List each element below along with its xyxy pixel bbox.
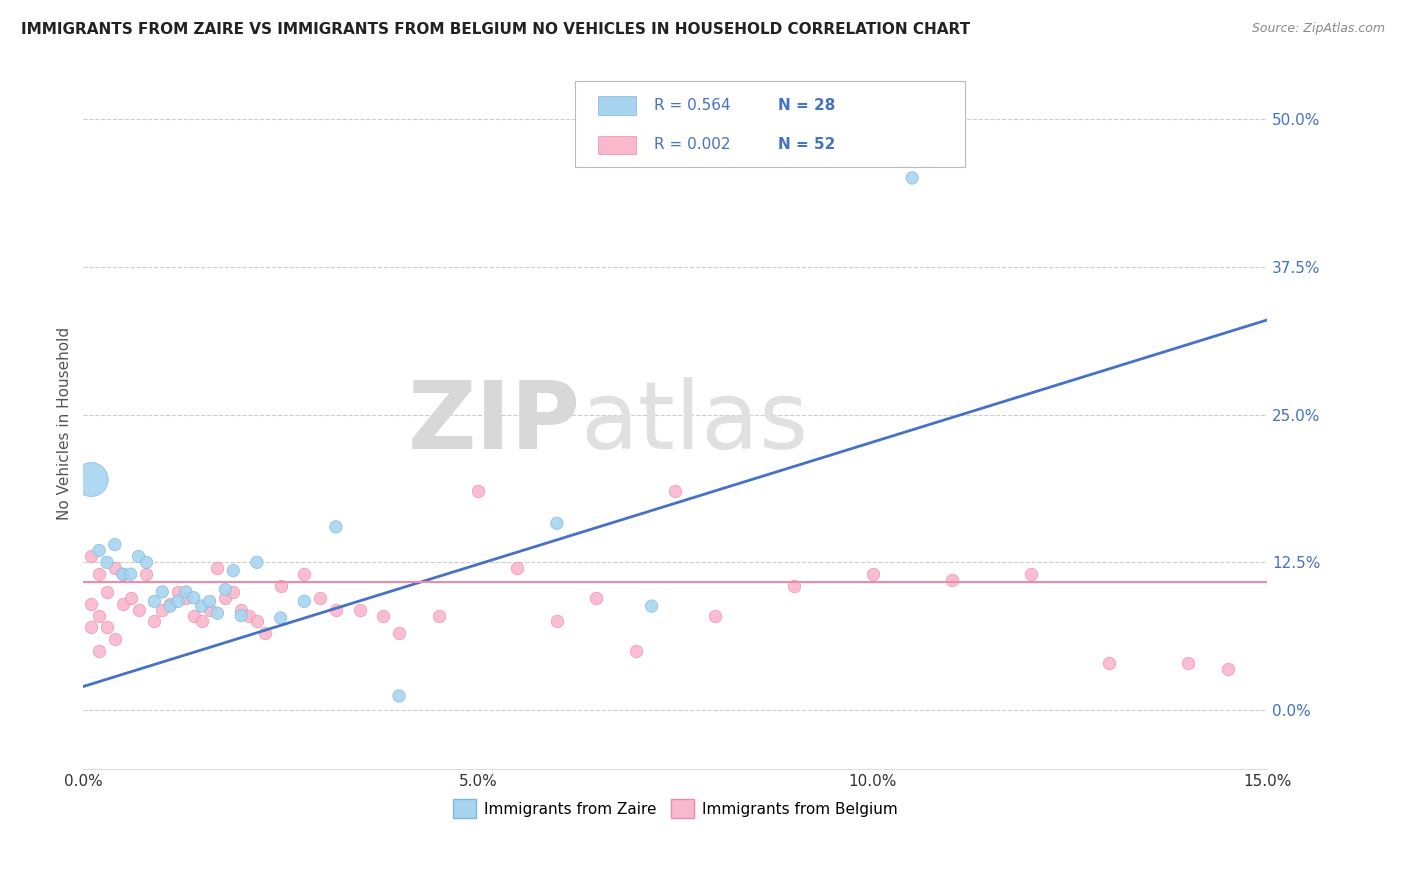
Point <box>246 615 269 629</box>
Legend: Immigrants from Zaire, Immigrants from Belgium: Immigrants from Zaire, Immigrants from B… <box>447 793 904 824</box>
Point <box>150 602 173 616</box>
Point <box>292 567 315 582</box>
Point <box>783 579 806 593</box>
Point <box>207 606 229 620</box>
Point <box>87 567 110 582</box>
Point <box>1177 656 1199 670</box>
Point <box>111 597 134 611</box>
FancyBboxPatch shape <box>575 81 966 168</box>
Y-axis label: No Vehicles in Household: No Vehicles in Household <box>58 326 72 520</box>
Point <box>388 689 411 703</box>
Point <box>388 626 411 640</box>
Point <box>167 585 190 599</box>
Point <box>270 611 292 625</box>
Point <box>143 594 166 608</box>
Text: atlas: atlas <box>581 377 808 469</box>
Point <box>174 585 197 599</box>
Point <box>128 549 150 564</box>
Point <box>87 543 110 558</box>
FancyBboxPatch shape <box>599 136 637 154</box>
Point <box>1098 656 1121 670</box>
Point <box>309 591 332 605</box>
Point <box>174 591 197 605</box>
Point <box>664 484 686 499</box>
Text: IMMIGRANTS FROM ZAIRE VS IMMIGRANTS FROM BELGIUM NO VEHICLES IN HOUSEHOLD CORREL: IMMIGRANTS FROM ZAIRE VS IMMIGRANTS FROM… <box>21 22 970 37</box>
Point <box>190 599 212 613</box>
Point <box>159 599 181 613</box>
Point <box>214 591 236 605</box>
Point <box>96 585 118 599</box>
Point <box>80 620 103 634</box>
Point <box>104 538 127 552</box>
Point <box>183 608 205 623</box>
Point <box>104 632 127 647</box>
Point <box>135 555 157 569</box>
Point <box>150 585 173 599</box>
Point <box>270 579 292 593</box>
Point <box>128 602 150 616</box>
Point <box>87 608 110 623</box>
Point <box>325 520 347 534</box>
Point <box>1216 662 1239 676</box>
Point <box>585 591 607 605</box>
Point <box>198 602 221 616</box>
Point <box>506 561 529 575</box>
Point <box>135 567 157 582</box>
Text: R = 0.564: R = 0.564 <box>654 98 731 112</box>
Point <box>96 555 118 569</box>
Point <box>111 567 134 582</box>
Point <box>546 516 568 531</box>
Point <box>703 608 725 623</box>
Point <box>80 473 103 487</box>
Point <box>120 567 142 582</box>
Point <box>231 608 253 623</box>
Point <box>546 615 568 629</box>
Point <box>373 608 395 623</box>
Point <box>941 573 963 587</box>
Point <box>222 585 245 599</box>
Point <box>190 615 212 629</box>
Point <box>1019 567 1042 582</box>
Point <box>624 644 647 658</box>
Point <box>901 171 924 186</box>
Point <box>214 582 236 597</box>
Point <box>198 594 221 608</box>
Point <box>467 484 489 499</box>
Point <box>111 567 134 582</box>
Point <box>120 591 142 605</box>
Point <box>231 602 253 616</box>
Point <box>640 599 662 613</box>
Point <box>238 608 260 623</box>
Point <box>862 567 884 582</box>
Point <box>222 564 245 578</box>
Point <box>96 620 118 634</box>
Point <box>80 597 103 611</box>
Text: ZIP: ZIP <box>408 377 581 469</box>
Point <box>292 594 315 608</box>
Point <box>325 602 347 616</box>
Point <box>87 644 110 658</box>
Point <box>349 602 371 616</box>
Point <box>167 594 190 608</box>
Point <box>207 561 229 575</box>
Point <box>183 591 205 605</box>
FancyBboxPatch shape <box>599 95 637 114</box>
Point <box>143 615 166 629</box>
Point <box>246 555 269 569</box>
Text: N = 52: N = 52 <box>779 137 835 153</box>
Point <box>80 549 103 564</box>
Text: R = 0.002: R = 0.002 <box>654 137 731 153</box>
Point <box>104 561 127 575</box>
Point <box>427 608 450 623</box>
Text: Source: ZipAtlas.com: Source: ZipAtlas.com <box>1251 22 1385 36</box>
Text: N = 28: N = 28 <box>779 98 835 112</box>
Point <box>253 626 276 640</box>
Point <box>159 597 181 611</box>
